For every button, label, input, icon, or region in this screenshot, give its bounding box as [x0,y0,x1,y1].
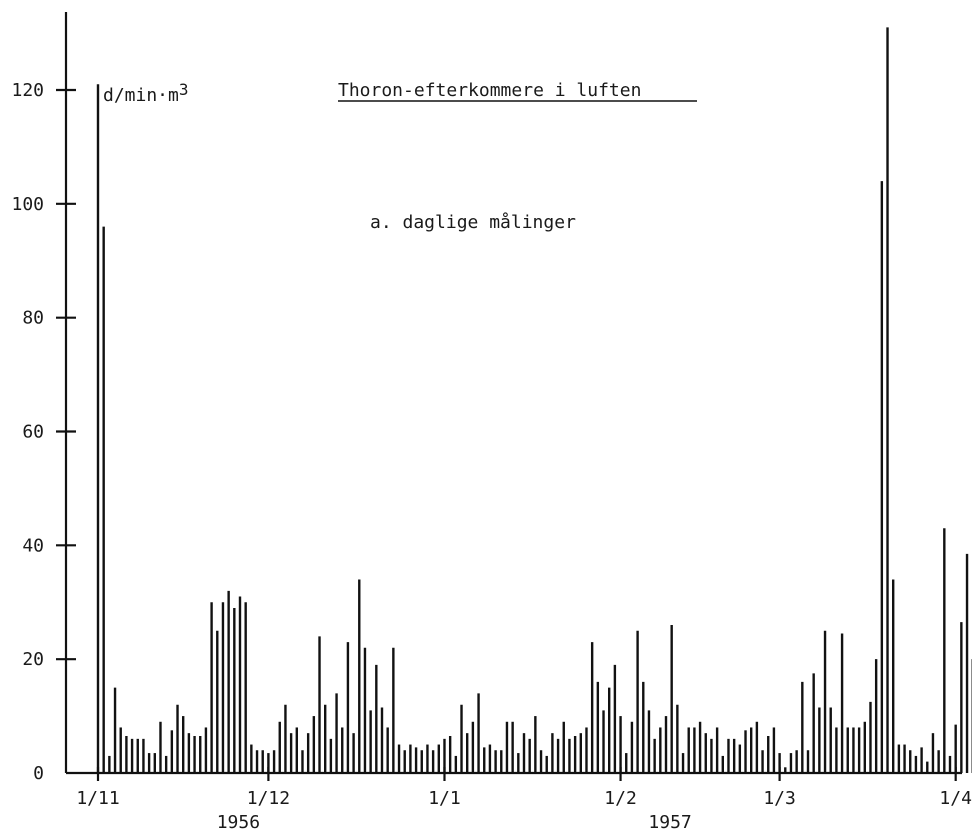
x-tick-label: 1/1 [428,788,461,809]
x-tick-label: 1/12 [247,788,290,809]
x-tick-label: 1/11 [76,788,119,809]
x-axis-ticks: 1/11 1/12 1/1 1/2 1/3 1/4 [76,767,972,809]
axes [64,12,962,775]
year-label: 1957 [648,812,691,833]
y-tick-label: 80 [22,308,44,329]
y-tick-label: 40 [22,535,44,556]
year-label: 1956 [217,812,260,833]
y-tick-label: 20 [22,649,44,670]
chart-title: Thoron-efterkommere i luften [338,80,641,101]
y-axis-unit-label: d/min·m3 [103,80,189,106]
bar-series [96,27,972,773]
x-tick-label: 1/2 [604,788,637,809]
y-tick-label: 0 [33,763,44,784]
x-tick-label: 1/3 [763,788,796,809]
y-tick-label: 60 [22,422,44,443]
y-tick-label: 120 [11,80,44,101]
y-axis-ticks: 0 20 40 60 80 100 120 [11,80,76,784]
year-labels: 1956 1957 [217,812,692,833]
x-tick-label: 1/4 [939,788,972,809]
chart-subtitle: a. daglige målinger [370,212,576,233]
y-tick-label: 100 [11,194,44,215]
